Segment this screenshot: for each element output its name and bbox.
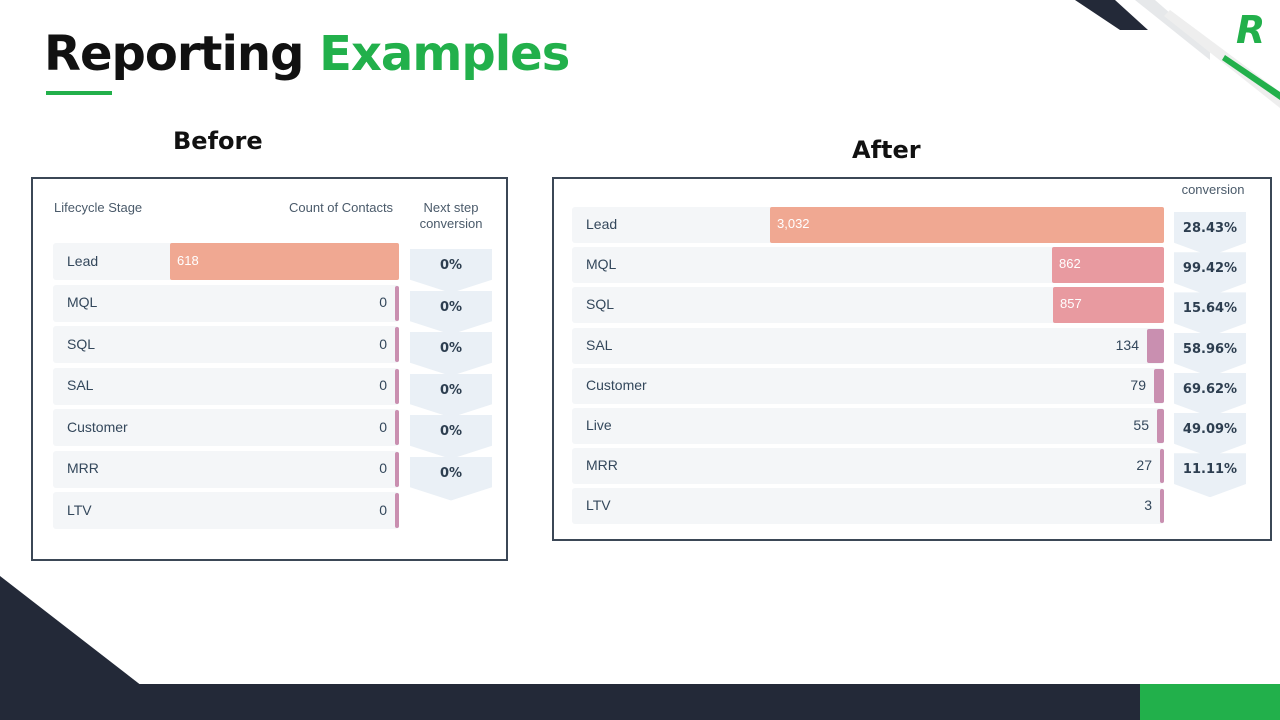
bar-value-label: 862 <box>1059 256 1081 272</box>
funnel-row: LTV 3 <box>572 488 1164 525</box>
stage-label: Lead <box>67 252 99 269</box>
before-header-count: Count of Contacts <box>289 200 394 215</box>
funnel-row: Customer 0 <box>53 409 399 446</box>
after-label: After <box>852 136 921 164</box>
stage-label: MRR <box>67 460 99 476</box>
funnel-bar <box>1052 247 1164 284</box>
stage-label: Customer <box>586 376 647 393</box>
conversion-chevron: 28.43% <box>1174 212 1246 256</box>
conversion-chevron: 15.64% <box>1174 292 1246 337</box>
funnel-row: SQL 0 <box>53 326 399 363</box>
funnel-row: Live 55 <box>572 408 1164 444</box>
logo-icon: R <box>1236 8 1276 52</box>
title-part-2: Examples <box>319 26 570 82</box>
title-underline <box>46 91 112 95</box>
before-label: Before <box>173 127 263 155</box>
stage-label: SAL <box>586 336 613 353</box>
funnel-bar <box>395 451 399 487</box>
funnel-row: Customer 79 <box>572 367 1164 404</box>
funnel-row: MRR 27 <box>572 448 1164 485</box>
bottom-bar <box>0 684 1140 720</box>
conversion-chevron: 0% <box>410 415 492 459</box>
bar-value-label: 0 <box>379 418 387 435</box>
bottom-green-block <box>1140 684 1280 720</box>
bar-value-label: 55 <box>1133 417 1149 433</box>
funnel-bar <box>395 285 399 321</box>
bar-value-label: 857 <box>1060 296 1082 312</box>
bar-value-label: 3,032 <box>777 216 810 231</box>
funnel-row: SAL 134 <box>572 327 1164 364</box>
conversion-chevron: 99.42% <box>1174 252 1246 297</box>
after-chart-panel: conversion Lead 3,032 28.43% MQL 862 99.42% SQ… <box>552 177 1272 541</box>
conversion-chevron: 0% <box>410 290 492 335</box>
stage-label: SQL <box>586 296 615 313</box>
stage-label: LTV <box>586 497 611 514</box>
stage-label: LTV <box>67 501 92 518</box>
conversion-chevron: 0% <box>410 332 492 376</box>
conversion-chevron: 58.96% <box>1174 332 1246 377</box>
after-header-conversion: conversion <box>1181 182 1245 197</box>
bar-value-label: 0 <box>379 335 387 352</box>
stage-label: SAL <box>67 377 94 393</box>
funnel-bar <box>1053 287 1164 324</box>
before-header-conversion: Next step conversion <box>419 200 483 232</box>
before-header-stage: Lifecycle Stage <box>54 200 143 215</box>
bar-value-label: 3 <box>1144 497 1152 514</box>
conversion-chevron: 0% <box>410 456 492 501</box>
bottom-left-triangle <box>0 576 142 686</box>
bar-value-label: 0 <box>379 377 387 393</box>
funnel-bar <box>1160 449 1164 484</box>
funnel-row: SQL 857 <box>572 287 1164 324</box>
funnel-row: Lead 618 <box>53 243 399 280</box>
funnel-bar <box>395 410 399 445</box>
stage-label: Lead <box>586 216 618 232</box>
funnel-bar <box>1157 409 1164 443</box>
stage-label: MQL <box>67 294 98 310</box>
conversion-chevron: 69.62% <box>1174 372 1246 417</box>
funnel-bar <box>170 243 399 280</box>
funnel-bar <box>1160 489 1164 524</box>
funnel-bar <box>395 493 399 528</box>
bar-value-label: 0 <box>379 294 387 310</box>
bar-value-label: 618 <box>177 252 199 268</box>
funnel-row: MRR 0 <box>53 450 399 488</box>
funnel-row: MQL 0 <box>53 284 399 322</box>
bar-value-label: 27 <box>1136 457 1152 474</box>
funnel-bar <box>1154 368 1164 403</box>
bar-value-label: 134 <box>1115 336 1139 353</box>
title-part-1: Reporting <box>44 26 304 82</box>
stage-label: MQL <box>586 256 617 273</box>
funnel-bar <box>770 207 1164 243</box>
funnel-bar <box>395 327 399 362</box>
top-right-decoration <box>1075 0 1280 108</box>
stage-label: Customer <box>67 418 128 435</box>
stage-label: MRR <box>586 457 618 474</box>
conversion-chevron: 11.11% <box>1174 453 1246 498</box>
before-chart-panel: Lifecycle Stage Count of Contacts Next s… <box>31 177 508 561</box>
stage-label: Live <box>586 417 612 433</box>
conversion-chevron: 49.09% <box>1174 413 1246 457</box>
bar-value-label: 0 <box>379 501 387 518</box>
funnel-bar <box>395 368 399 404</box>
funnel-row: MQL 862 <box>572 247 1164 284</box>
page-title: Reporting Examples <box>44 26 570 84</box>
bar-value-label: 0 <box>379 460 387 476</box>
funnel-row: LTV 0 <box>53 492 399 529</box>
conversion-chevron: 0% <box>410 249 492 293</box>
logo-letter: R <box>1236 8 1266 52</box>
conversion-chevron: 0% <box>410 373 492 418</box>
stage-label: SQL <box>67 335 96 352</box>
bar-value-label: 79 <box>1130 376 1146 393</box>
funnel-bar <box>1147 328 1164 363</box>
funnel-row: SAL 0 <box>53 367 399 405</box>
funnel-row: Lead 3,032 <box>572 207 1164 243</box>
